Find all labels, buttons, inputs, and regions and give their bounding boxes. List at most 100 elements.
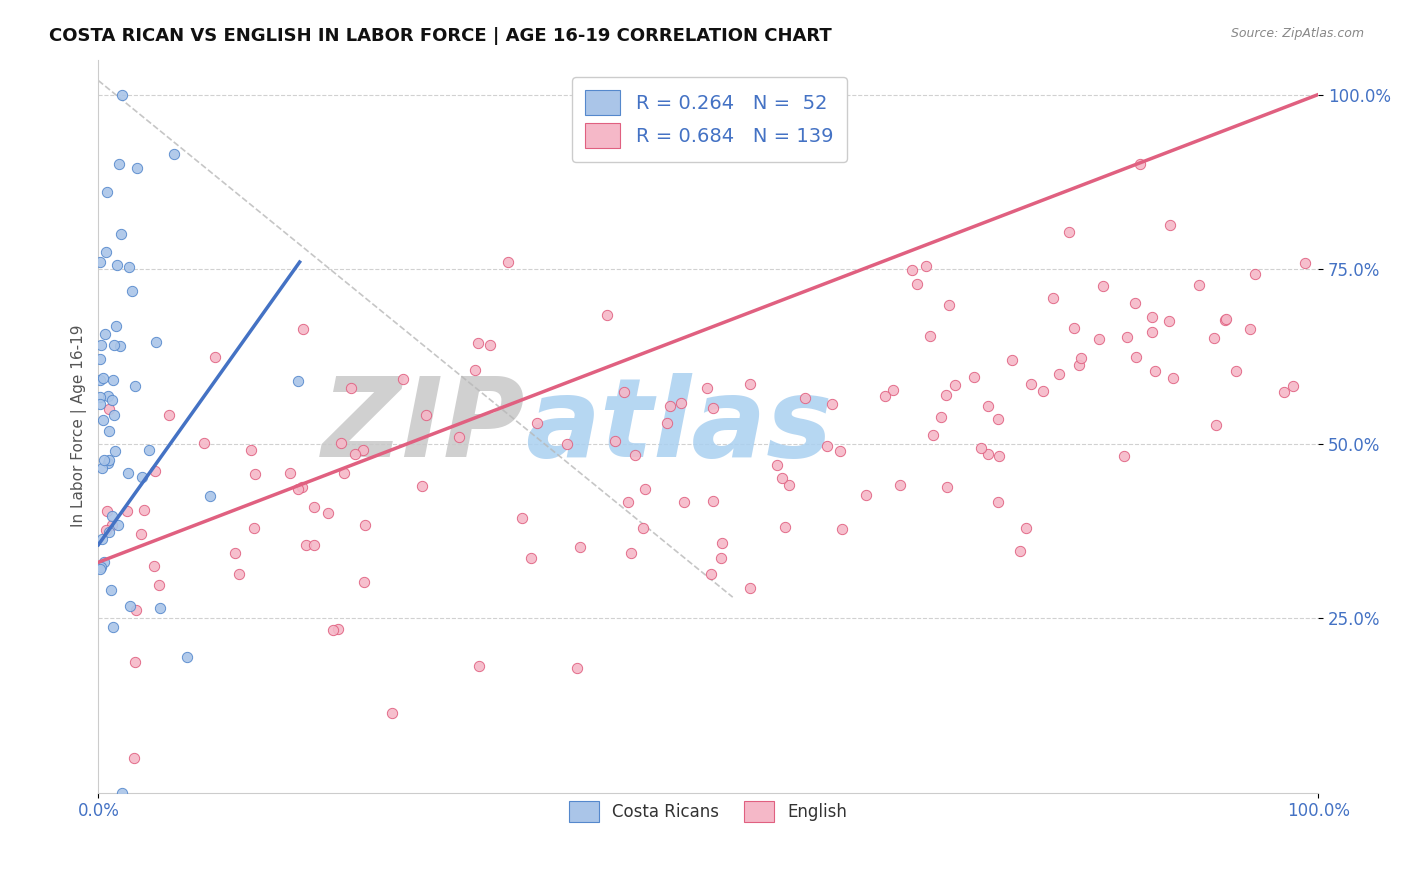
Text: ZIP: ZIP — [322, 373, 526, 480]
Point — [929, 409, 952, 424]
Point — [278, 466, 301, 480]
Point — [344, 447, 367, 461]
Point — [702, 401, 724, 415]
Point — [90, 560, 112, 574]
Point — [90, 532, 112, 546]
Point — [1188, 278, 1211, 293]
Point — [117, 466, 139, 480]
Point — [1281, 378, 1303, 392]
Point — [1010, 544, 1032, 558]
Point — [616, 494, 638, 508]
Point — [143, 464, 166, 478]
Point — [1088, 332, 1111, 346]
Point — [738, 581, 761, 595]
Point — [1239, 322, 1261, 336]
Point — [124, 379, 146, 393]
Point — [738, 376, 761, 391]
Point — [620, 546, 643, 560]
Point — [107, 258, 129, 272]
Point — [97, 401, 120, 416]
Point — [467, 335, 489, 350]
Point — [1042, 292, 1064, 306]
Point — [145, 334, 167, 349]
Point — [333, 467, 356, 481]
Point — [159, 409, 181, 423]
Point — [329, 436, 352, 450]
Point — [101, 619, 124, 633]
Point — [710, 536, 733, 550]
Point — [91, 413, 114, 427]
Point — [882, 383, 904, 397]
Point — [1129, 157, 1152, 171]
Point — [243, 521, 266, 535]
Point — [94, 244, 117, 259]
Point — [1047, 368, 1070, 382]
Point — [793, 391, 815, 405]
Point — [322, 623, 344, 637]
Point — [101, 392, 124, 407]
Point — [392, 372, 415, 386]
Point — [479, 338, 502, 352]
Point — [96, 185, 118, 199]
Point — [94, 326, 117, 341]
Point — [353, 442, 375, 457]
Point — [96, 504, 118, 518]
Point — [1294, 256, 1316, 270]
Y-axis label: In Labor Force | Age 16-19: In Labor Force | Age 16-19 — [72, 325, 87, 527]
Point — [302, 538, 325, 552]
Point — [103, 408, 125, 422]
Point — [1059, 226, 1081, 240]
Point — [831, 522, 853, 536]
Point — [124, 655, 146, 669]
Point — [103, 373, 125, 387]
Point — [526, 416, 548, 430]
Point — [1115, 330, 1137, 344]
Point — [1215, 311, 1237, 326]
Point — [555, 437, 578, 451]
Point — [326, 622, 349, 636]
Point — [1140, 325, 1163, 339]
Point — [93, 453, 115, 467]
Point — [1032, 384, 1054, 398]
Point — [125, 603, 148, 617]
Point — [976, 399, 998, 413]
Point — [91, 461, 114, 475]
Point — [1213, 313, 1236, 327]
Point — [977, 447, 1000, 461]
Point — [121, 284, 143, 298]
Point — [91, 371, 114, 385]
Point — [889, 477, 911, 491]
Point — [633, 482, 655, 496]
Point — [709, 550, 731, 565]
Point — [117, 503, 139, 517]
Point — [464, 362, 486, 376]
Point — [353, 574, 375, 589]
Point — [1161, 371, 1184, 385]
Point — [1123, 296, 1146, 310]
Legend: Costa Ricans, English: Costa Ricans, English — [555, 788, 860, 836]
Point — [89, 397, 111, 411]
Point — [118, 599, 141, 614]
Point — [467, 659, 489, 673]
Point — [98, 525, 121, 540]
Point — [498, 255, 520, 269]
Point — [89, 390, 111, 404]
Point — [381, 706, 404, 721]
Text: COSTA RICAN VS ENGLISH IN LABOR FORCE | AGE 16-19 CORRELATION CHART: COSTA RICAN VS ENGLISH IN LABOR FORCE | … — [49, 27, 832, 45]
Point — [125, 161, 148, 175]
Point — [936, 480, 959, 494]
Point — [922, 427, 945, 442]
Point — [778, 478, 800, 492]
Point — [97, 456, 120, 470]
Point — [104, 444, 127, 458]
Point — [108, 156, 131, 170]
Point — [1063, 320, 1085, 334]
Point — [1019, 376, 1042, 391]
Point — [245, 467, 267, 481]
Point — [118, 260, 141, 274]
Point — [672, 495, 695, 509]
Point — [148, 578, 170, 592]
Point — [596, 308, 619, 322]
Point — [855, 488, 877, 502]
Point — [138, 442, 160, 457]
